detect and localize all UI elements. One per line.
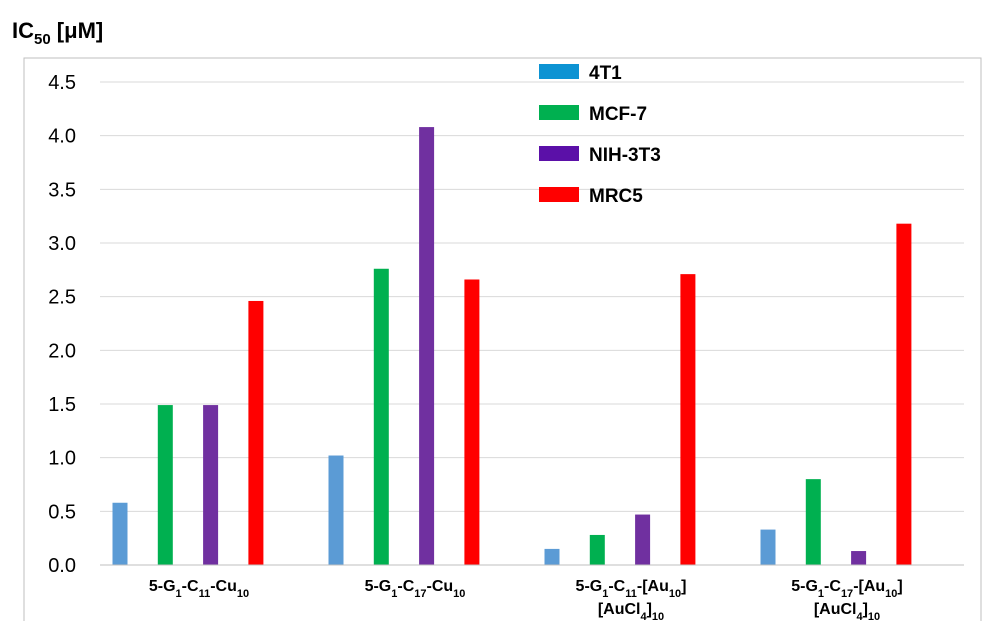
bar-mcf-7 (373, 268, 389, 565)
y-tick-label: 2.5 (48, 287, 76, 309)
gridlines (100, 81, 964, 512)
bar-4t1 (328, 455, 344, 565)
bar-nih-3t3 (203, 405, 219, 565)
y-tick-label: 3.5 (48, 179, 76, 201)
legend-swatch (539, 64, 579, 79)
y-tick-label: 3.0 (48, 233, 76, 255)
legend: 4T1 MCF-7 NIH-3T3 MRC5 (539, 63, 661, 207)
bar-4t1 (760, 529, 776, 565)
bar-mcf-7 (589, 534, 605, 565)
legend-swatch (539, 187, 579, 202)
bar-mrc5 (464, 279, 480, 565)
x-tick-label: 5-G1-C17-Cu10 (365, 578, 466, 600)
legend-label: MRC5 (589, 186, 643, 207)
y-axis-label: IC50 [μM] (12, 18, 103, 48)
plot-frame (23, 57, 982, 621)
bar-nih-3t3 (635, 514, 651, 565)
bar-mrc5 (680, 274, 696, 565)
y-tick-label: 0.5 (48, 501, 76, 523)
legend-label: 4T1 (589, 63, 622, 84)
x-axis-ticks: 5-G1-C11-Cu10 5-G1-C17-Cu10 5-G1-C11-[Au10… (149, 578, 903, 621)
y-tick-label: 4.0 (48, 126, 76, 148)
x-tick-label: 5-G1-C11-[Au10] [AuCl4]10 (576, 578, 687, 621)
bar-nih-3t3 (419, 127, 435, 565)
x-tick-label: 5-G1-C11-Cu10 (149, 578, 249, 600)
legend-label: NIH-3T3 (589, 145, 661, 166)
y-tick-label: 1.5 (48, 394, 76, 416)
legend-label: MCF-7 (589, 104, 647, 125)
bar-nih-3t3 (851, 551, 867, 565)
bar-4t1 (112, 502, 128, 565)
bar-4t1 (544, 548, 560, 565)
y-tick-label: 0.0 (48, 555, 76, 577)
bar-mrc5 (248, 300, 264, 565)
bar-mcf-7 (805, 479, 821, 565)
legend-swatch (539, 105, 579, 120)
y-tick-label: 4.5 (48, 72, 76, 94)
x-tick-label: 5-G1-C17-[Au10] [AuCl4]10 (791, 578, 903, 621)
y-tick-label: 2.0 (48, 340, 76, 362)
bars (112, 127, 912, 565)
legend-swatch (539, 146, 579, 161)
y-tick-label: 1.0 (48, 448, 76, 470)
bar-mcf-7 (157, 405, 173, 565)
bar-mrc5 (896, 223, 912, 565)
y-axis-ticks: 0.0 0.5 1.0 1.5 2.0 2.5 3.0 3.5 4.0 4.5 (48, 72, 76, 577)
